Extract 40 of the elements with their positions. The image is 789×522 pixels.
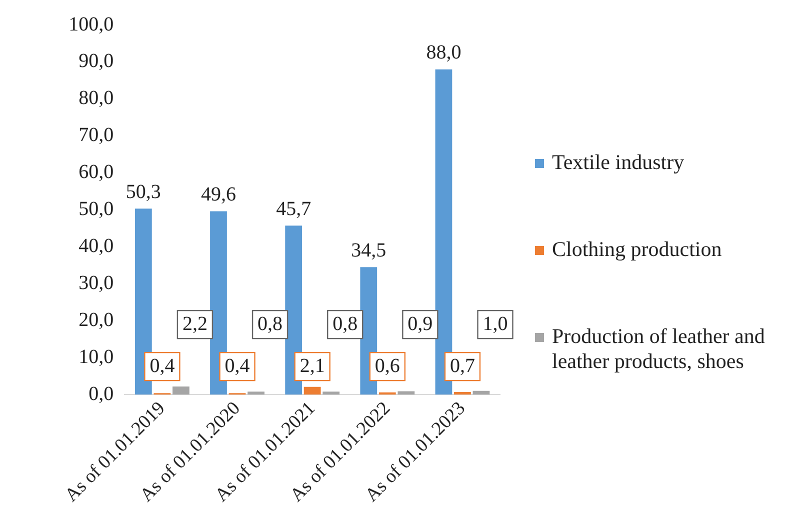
data-label: 0,4 <box>224 354 250 377</box>
data-label: 2,1 <box>300 354 325 377</box>
bar <box>472 390 490 395</box>
data-label: 2,2 <box>182 312 208 335</box>
data-label: 88,0 <box>426 42 462 64</box>
data-label: 0,7 <box>450 354 475 377</box>
bar <box>378 392 396 395</box>
bar <box>248 392 264 395</box>
y-tick-label: 100,0 <box>68 13 114 36</box>
y-tick-label: 0,0 <box>88 382 114 405</box>
y-tick-label: 30,0 <box>78 272 114 294</box>
data-label: 0,6 <box>374 354 400 377</box>
bar <box>435 69 452 395</box>
bar <box>304 386 321 395</box>
data-label: 49,6 <box>201 184 236 206</box>
y-tick-label: 20,0 <box>78 308 114 331</box>
legend-label: Production of leather and leather products, shoes <box>552 324 766 374</box>
data-label: 50,3 <box>126 180 161 203</box>
y-tick-label: 10,0 <box>78 346 114 368</box>
data-label: 0,8 <box>258 312 283 335</box>
y-tick-label: 90,0 <box>78 50 114 72</box>
y-tick-label: 60,0 <box>78 161 114 184</box>
data-label: 0,8 <box>332 312 358 335</box>
y-tick-label: 50,0 <box>78 198 114 220</box>
data-label: 1,0 <box>482 312 508 335</box>
data-label: 45,7 <box>276 198 312 220</box>
bar <box>398 391 415 395</box>
legend-label: Clothing production <box>552 237 722 262</box>
bar <box>210 211 227 395</box>
y-tick-label: 80,0 <box>78 87 114 110</box>
bar <box>322 392 340 395</box>
y-tick-label: 70,0 <box>78 124 114 146</box>
legend-label: Textile industry <box>552 150 684 175</box>
data-label: 0,9 <box>408 312 433 335</box>
bar <box>172 386 190 395</box>
y-tick-label: 40,0 <box>78 235 114 257</box>
data-label: 34,5 <box>351 239 386 262</box>
bar <box>134 208 152 395</box>
data-label: 0,4 <box>150 354 175 377</box>
bar <box>454 392 471 395</box>
